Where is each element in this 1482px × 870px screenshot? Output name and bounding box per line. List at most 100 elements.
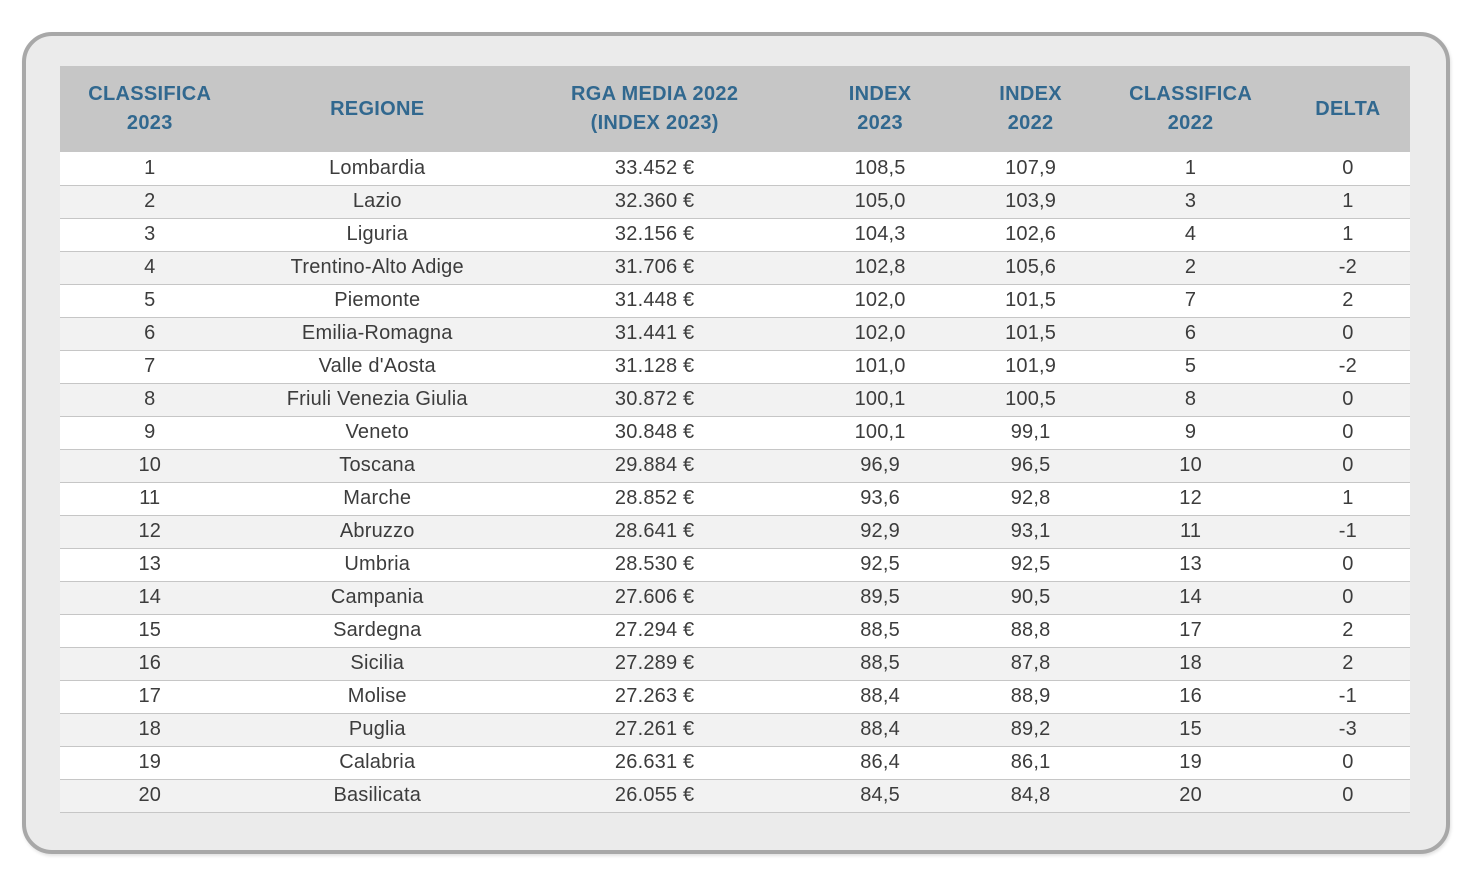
- cell-delta: 2: [1285, 614, 1410, 648]
- cell-classifica-2022: 7: [1095, 284, 1286, 318]
- cell-regione: Piemonte: [239, 284, 515, 318]
- table-row: 8 Friuli Venezia Giulia 30.872 €100,1 100,5…: [60, 383, 1410, 417]
- table-row: 1 Lombardia 33.452 €108,5 107,9 1 0: [60, 152, 1410, 186]
- column-header-regione: REGIONE: [239, 66, 515, 152]
- cell-rga-media-2022: 31.128 €: [514, 350, 795, 384]
- cell-delta: -3: [1285, 713, 1410, 747]
- table-row: 5 Piemonte 31.448 €102,0 101,5 7 2: [60, 284, 1410, 318]
- cell-classifica-2023: 15: [60, 614, 240, 648]
- cell-classifica-2023: 14: [60, 581, 240, 615]
- cell-classifica-2022: 12: [1095, 482, 1286, 516]
- cell-classifica-2022: 11: [1095, 515, 1286, 549]
- cell-index-2023: 92,9: [794, 515, 966, 549]
- cell-classifica-2023: 5: [60, 284, 240, 318]
- table-body: 1 Lombardia 33.452 €108,5 107,9 1 0 2 Lazio 32.3…: [60, 152, 1410, 813]
- cell-regione: Veneto: [239, 416, 515, 450]
- cell-rga-media-2022: 31.706 €: [514, 251, 795, 285]
- cell-rga-media-2022: 30.872 €: [514, 383, 795, 417]
- cell-index-2023: 96,9: [794, 449, 966, 483]
- cell-classifica-2023: 20: [60, 779, 240, 813]
- column-header-classifica-2023: CLASSIFICA 2023: [60, 66, 240, 152]
- cell-regione: Puglia: [239, 713, 515, 747]
- table-row: 16 Sicilia 27.289 €88,5 87,8 18 2: [60, 647, 1410, 681]
- cell-index-2022: 89,2: [965, 713, 1096, 747]
- table-row: 9 Veneto 30.848 €100,1 99,1 9 0: [60, 416, 1410, 450]
- cell-classifica-2023: 16: [60, 647, 240, 681]
- cell-classifica-2022: 2: [1095, 251, 1286, 285]
- cell-rga-media-2022: 27.263 €: [514, 680, 795, 714]
- regional-ranking-table: CLASSIFICA 2023 REGIONE RGA MEDIA 2022 (…: [60, 66, 1410, 813]
- cell-index-2022: 93,1: [965, 515, 1096, 549]
- cell-classifica-2023: 4: [60, 251, 240, 285]
- cell-rga-media-2022: 27.261 €: [514, 713, 795, 747]
- cell-rga-media-2022: 33.452 €: [514, 152, 795, 186]
- cell-rga-media-2022: 26.055 €: [514, 779, 795, 813]
- cell-regione: Toscana: [239, 449, 515, 483]
- table-row: 20 Basilicata 26.055 €84,5 84,8 20 0: [60, 779, 1410, 813]
- table-row: 10 Toscana 29.884 €96,9 96,5 10 0: [60, 449, 1410, 483]
- cell-delta: 0: [1285, 383, 1410, 417]
- cell-regione: Trentino-Alto Adige: [239, 251, 515, 285]
- cell-regione: Friuli Venezia Giulia: [239, 383, 515, 417]
- cell-index-2023: 102,8: [794, 251, 966, 285]
- cell-delta: 1: [1285, 482, 1410, 516]
- cell-regione: Emilia-Romagna: [239, 317, 515, 351]
- cell-regione: Molise: [239, 680, 515, 714]
- cell-index-2023: 102,0: [794, 317, 966, 351]
- cell-delta: 0: [1285, 746, 1410, 780]
- table-row: 4 Trentino-Alto Adige 31.706 €102,8 105,6 2-…: [60, 251, 1410, 285]
- cell-index-2022: 88,9: [965, 680, 1096, 714]
- table-row: 12 Abruzzo 28.641 €92,9 93,1 11 -1: [60, 515, 1410, 549]
- cell-rga-media-2022: 29.884 €: [514, 449, 795, 483]
- cell-classifica-2023: 19: [60, 746, 240, 780]
- cell-index-2022: 99,1: [965, 416, 1096, 450]
- cell-rga-media-2022: 31.448 €: [514, 284, 795, 318]
- cell-index-2022: 92,5: [965, 548, 1096, 582]
- cell-classifica-2022: 6: [1095, 317, 1286, 351]
- cell-index-2022: 86,1: [965, 746, 1096, 780]
- cell-index-2023: 104,3: [794, 218, 966, 252]
- table-row: 19 Calabria 26.631 €86,4 86,1 19 0: [60, 746, 1410, 780]
- ranking-table-card: CLASSIFICA 2023 REGIONE RGA MEDIA 2022 (…: [22, 32, 1450, 854]
- cell-regione: Liguria: [239, 218, 515, 252]
- cell-regione: Sicilia: [239, 647, 515, 681]
- cell-rga-media-2022: 27.289 €: [514, 647, 795, 681]
- table-row: 2 Lazio 32.360 €105,0 103,9 3 1: [60, 185, 1410, 219]
- cell-classifica-2023: 13: [60, 548, 240, 582]
- cell-classifica-2022: 4: [1095, 218, 1286, 252]
- cell-classifica-2022: 16: [1095, 680, 1286, 714]
- cell-delta: -2: [1285, 350, 1410, 384]
- column-header-delta: DELTA: [1285, 66, 1410, 152]
- cell-rga-media-2022: 28.530 €: [514, 548, 795, 582]
- cell-classifica-2023: 7: [60, 350, 240, 384]
- cell-delta: 1: [1285, 185, 1410, 219]
- cell-index-2022: 105,6: [965, 251, 1096, 285]
- cell-rga-media-2022: 28.852 €: [514, 482, 795, 516]
- cell-delta: 0: [1285, 779, 1410, 813]
- cell-index-2023: 86,4: [794, 746, 966, 780]
- table-row: 3 Liguria 32.156 €104,3 102,6 4 1: [60, 218, 1410, 252]
- cell-index-2023: 88,4: [794, 680, 966, 714]
- cell-index-2022: 103,9: [965, 185, 1096, 219]
- cell-regione: Basilicata: [239, 779, 515, 813]
- table-row: 14 Campania 27.606 €89,5 90,5 14 0: [60, 581, 1410, 615]
- cell-index-2022: 84,8: [965, 779, 1096, 813]
- cell-index-2022: 88,8: [965, 614, 1096, 648]
- cell-classifica-2023: 6: [60, 317, 240, 351]
- cell-index-2023: 92,5: [794, 548, 966, 582]
- cell-classifica-2023: 11: [60, 482, 240, 516]
- cell-delta: 0: [1285, 152, 1410, 186]
- cell-classifica-2022: 18: [1095, 647, 1286, 681]
- cell-index-2023: 84,5: [794, 779, 966, 813]
- cell-classifica-2023: 18: [60, 713, 240, 747]
- cell-classifica-2023: 8: [60, 383, 240, 417]
- column-header-rga-media-2022: RGA MEDIA 2022 (INDEX 2023): [514, 66, 795, 152]
- cell-classifica-2022: 9: [1095, 416, 1286, 450]
- cell-regione: Valle d'Aosta: [239, 350, 515, 384]
- cell-index-2022: 101,5: [965, 284, 1096, 318]
- cell-index-2023: 88,5: [794, 614, 966, 648]
- column-header-classifica-2022: CLASSIFICA 2022: [1095, 66, 1286, 152]
- cell-regione: Umbria: [239, 548, 515, 582]
- cell-index-2023: 101,0: [794, 350, 966, 384]
- cell-classifica-2022: 19: [1095, 746, 1286, 780]
